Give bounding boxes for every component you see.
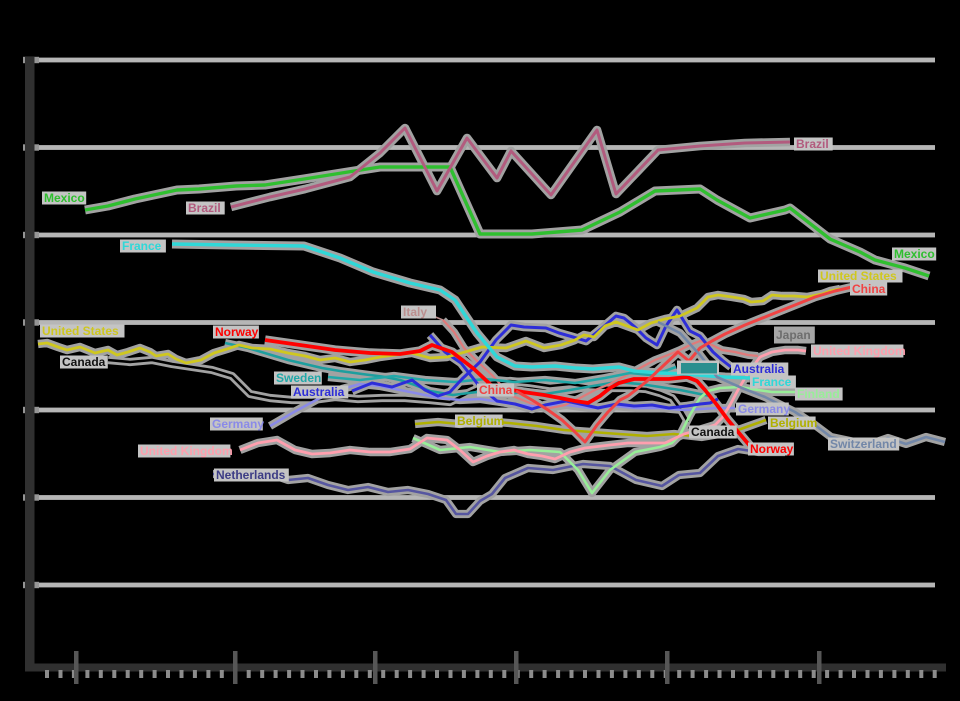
- svg-text:Brazil: Brazil: [188, 201, 221, 215]
- svg-text:United Kingdom: United Kingdom: [813, 344, 906, 358]
- svg-text:United States: United States: [42, 324, 119, 338]
- svg-text:Australia: Australia: [293, 385, 345, 399]
- svg-text:Netherlands: Netherlands: [216, 468, 286, 482]
- svg-text:Germany: Germany: [212, 417, 264, 431]
- svg-text:Norway: Norway: [215, 325, 259, 339]
- svg-text:Brazil: Brazil: [796, 137, 829, 151]
- svg-text:Mexico: Mexico: [894, 247, 935, 261]
- svg-text:Finland: Finland: [797, 387, 840, 401]
- svg-text:United Kingdom: United Kingdom: [140, 444, 233, 458]
- svg-text:Canada: Canada: [62, 355, 106, 369]
- svg-text:Germany: Germany: [738, 402, 790, 416]
- svg-text:Sweden: Sweden: [276, 371, 321, 385]
- svg-text:France: France: [122, 239, 162, 253]
- svg-text:Canada: Canada: [691, 425, 735, 439]
- svg-text:Italy: Italy: [403, 305, 427, 319]
- svg-text:Belgium: Belgium: [770, 416, 817, 430]
- svg-text:Australia: Australia: [733, 362, 785, 376]
- svg-text:Norway: Norway: [750, 442, 794, 456]
- svg-text:China: China: [852, 282, 886, 296]
- svg-text:China: China: [479, 383, 513, 397]
- svg-text:France: France: [752, 375, 792, 389]
- svg-text:Belgium: Belgium: [457, 414, 504, 428]
- svg-text:Japan: Japan: [776, 328, 811, 342]
- svg-text:United States: United States: [820, 269, 897, 283]
- svg-text:Switzerland: Switzerland: [830, 437, 897, 451]
- svg-text:Mexico: Mexico: [44, 191, 85, 205]
